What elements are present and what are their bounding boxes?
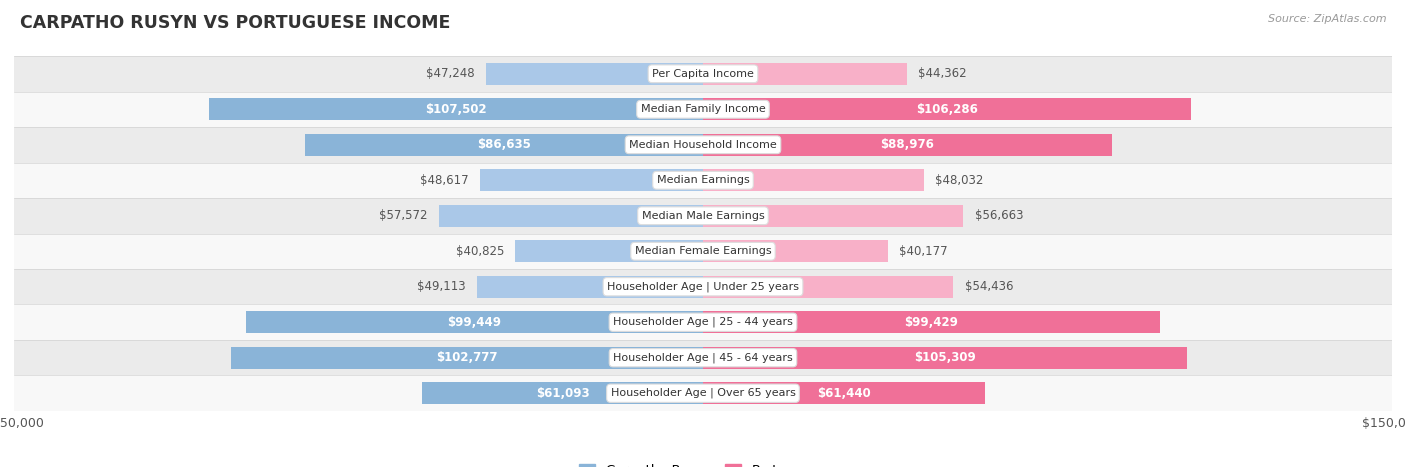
Bar [209, 98, 703, 120]
Text: Householder Age | Over 65 years: Householder Age | Over 65 years [610, 388, 796, 398]
Bar [305, 134, 703, 156]
Bar [703, 240, 887, 262]
Text: Median Earnings: Median Earnings [657, 175, 749, 185]
Bar [14, 163, 1392, 198]
Text: CARPATHO RUSYN VS PORTUGUESE INCOME: CARPATHO RUSYN VS PORTUGUESE INCOME [20, 14, 450, 32]
Text: Per Capita Income: Per Capita Income [652, 69, 754, 79]
Bar [703, 311, 1160, 333]
Bar [246, 311, 703, 333]
Text: $61,093: $61,093 [536, 387, 589, 400]
Text: Median Family Income: Median Family Income [641, 104, 765, 114]
Text: $48,617: $48,617 [419, 174, 468, 187]
Bar [703, 276, 953, 298]
Text: $106,286: $106,286 [917, 103, 979, 116]
Bar [231, 347, 703, 369]
Text: $102,777: $102,777 [436, 351, 498, 364]
Bar [14, 92, 1392, 127]
Bar [479, 169, 703, 191]
Text: $48,032: $48,032 [935, 174, 983, 187]
Bar [14, 198, 1392, 234]
Text: Median Household Income: Median Household Income [628, 140, 778, 150]
Bar [14, 304, 1392, 340]
Text: Householder Age | 45 - 64 years: Householder Age | 45 - 64 years [613, 353, 793, 363]
Text: $57,572: $57,572 [378, 209, 427, 222]
Text: $105,309: $105,309 [914, 351, 976, 364]
Text: $56,663: $56,663 [974, 209, 1024, 222]
Bar [14, 340, 1392, 375]
Bar [14, 234, 1392, 269]
Bar [486, 63, 703, 85]
Text: $88,976: $88,976 [880, 138, 934, 151]
Text: $40,825: $40,825 [456, 245, 503, 258]
Bar [703, 205, 963, 227]
Text: $99,449: $99,449 [447, 316, 502, 329]
Bar [439, 205, 703, 227]
Text: $61,440: $61,440 [817, 387, 870, 400]
Text: Median Female Earnings: Median Female Earnings [634, 246, 772, 256]
Text: $86,635: $86,635 [477, 138, 531, 151]
Bar [703, 347, 1187, 369]
Bar [14, 375, 1392, 411]
Bar [703, 382, 986, 404]
Text: Householder Age | Under 25 years: Householder Age | Under 25 years [607, 282, 799, 292]
Bar [14, 127, 1392, 163]
Bar [703, 98, 1191, 120]
Text: Source: ZipAtlas.com: Source: ZipAtlas.com [1268, 14, 1386, 24]
Text: $49,113: $49,113 [418, 280, 465, 293]
Bar [703, 134, 1112, 156]
Text: Householder Age | 25 - 44 years: Householder Age | 25 - 44 years [613, 317, 793, 327]
Text: $44,362: $44,362 [918, 67, 967, 80]
Bar [516, 240, 703, 262]
Bar [703, 63, 907, 85]
Text: $47,248: $47,248 [426, 67, 474, 80]
Bar [14, 269, 1392, 304]
Text: $107,502: $107,502 [425, 103, 486, 116]
Bar [422, 382, 703, 404]
Bar [703, 169, 924, 191]
Text: $40,177: $40,177 [898, 245, 948, 258]
Text: Median Male Earnings: Median Male Earnings [641, 211, 765, 221]
Bar [14, 56, 1392, 92]
Bar [478, 276, 703, 298]
Text: $99,429: $99,429 [904, 316, 959, 329]
Legend: Carpatho Rusyn, Portuguese: Carpatho Rusyn, Portuguese [574, 459, 832, 467]
Text: $54,436: $54,436 [965, 280, 1012, 293]
